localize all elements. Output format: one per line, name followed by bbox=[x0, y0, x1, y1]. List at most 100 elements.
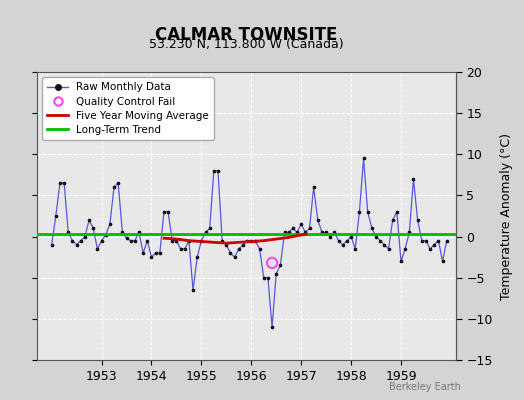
Point bbox=[93, 246, 102, 252]
Point bbox=[68, 238, 77, 244]
Point bbox=[222, 242, 231, 248]
Point bbox=[189, 287, 197, 293]
Point bbox=[160, 209, 168, 215]
Text: Berkeley Earth: Berkeley Earth bbox=[389, 382, 461, 392]
Point bbox=[443, 238, 451, 244]
Line: Raw Monthly Data: Raw Monthly Data bbox=[52, 158, 447, 327]
Raw Monthly Data bbox=[361, 156, 367, 161]
Point bbox=[72, 242, 81, 248]
Point bbox=[97, 238, 106, 244]
Five Year Moving Average bbox=[185, 238, 192, 243]
Point bbox=[351, 246, 359, 252]
Point bbox=[313, 217, 322, 223]
Point bbox=[326, 233, 334, 240]
Point bbox=[247, 238, 256, 244]
Five Year Moving Average bbox=[260, 238, 267, 243]
Point bbox=[60, 180, 68, 186]
Point bbox=[272, 270, 280, 277]
Point bbox=[264, 274, 272, 281]
Point bbox=[259, 274, 268, 281]
Point bbox=[151, 250, 160, 256]
Point bbox=[376, 238, 385, 244]
Five Year Moving Average bbox=[236, 240, 242, 245]
Point bbox=[81, 233, 89, 240]
Point bbox=[193, 254, 201, 260]
Point bbox=[51, 213, 60, 219]
Point bbox=[368, 225, 376, 232]
Point bbox=[318, 229, 326, 236]
Raw Monthly Data bbox=[161, 210, 167, 214]
Point bbox=[201, 229, 210, 236]
Five Year Moving Average bbox=[303, 232, 309, 236]
Point bbox=[392, 209, 401, 215]
Point bbox=[322, 229, 330, 236]
Point bbox=[276, 262, 285, 268]
Point bbox=[231, 254, 239, 260]
Five Year Moving Average bbox=[298, 232, 304, 237]
Point bbox=[126, 238, 135, 244]
Point bbox=[85, 217, 93, 223]
Point bbox=[64, 229, 72, 236]
Point bbox=[418, 238, 426, 244]
Point bbox=[280, 229, 289, 236]
Point bbox=[413, 217, 422, 223]
Point bbox=[184, 238, 193, 244]
Text: 53.230 N, 113.800 W (Canada): 53.230 N, 113.800 W (Canada) bbox=[149, 38, 344, 51]
Point bbox=[380, 242, 389, 248]
Point bbox=[430, 242, 439, 248]
Point bbox=[401, 246, 409, 252]
Point bbox=[310, 184, 318, 190]
Point bbox=[214, 168, 222, 174]
Point bbox=[251, 238, 259, 244]
Point bbox=[110, 184, 118, 190]
Point bbox=[339, 242, 347, 248]
Point bbox=[130, 238, 139, 244]
Raw Monthly Data bbox=[49, 242, 55, 247]
Point bbox=[372, 233, 380, 240]
Point bbox=[164, 209, 172, 215]
Five Year Moving Average bbox=[223, 241, 230, 246]
Raw Monthly Data bbox=[260, 275, 267, 280]
Point bbox=[434, 238, 443, 244]
Five Year Moving Average bbox=[198, 239, 204, 244]
Point bbox=[364, 209, 372, 215]
Point bbox=[156, 250, 164, 256]
Point bbox=[347, 233, 355, 240]
Point bbox=[118, 229, 127, 236]
Five Year Moving Average bbox=[286, 235, 292, 240]
Quality Control Fail bbox=[268, 260, 276, 266]
Point bbox=[135, 229, 143, 236]
Raw Monthly Data bbox=[444, 238, 450, 243]
Raw Monthly Data bbox=[248, 238, 255, 243]
Point bbox=[330, 229, 339, 236]
Point bbox=[177, 246, 185, 252]
Point bbox=[56, 180, 64, 186]
Point bbox=[359, 155, 368, 162]
Raw Monthly Data bbox=[269, 325, 275, 330]
Y-axis label: Temperature Anomaly (°C): Temperature Anomaly (°C) bbox=[499, 132, 512, 300]
Point bbox=[235, 246, 243, 252]
Point bbox=[305, 225, 314, 232]
Point bbox=[334, 238, 343, 244]
Point bbox=[143, 238, 151, 244]
Point bbox=[289, 225, 297, 232]
Point bbox=[268, 324, 276, 330]
Point bbox=[181, 246, 189, 252]
Point bbox=[122, 235, 130, 242]
Five Year Moving Average bbox=[248, 239, 255, 244]
Point bbox=[397, 258, 405, 264]
Point bbox=[388, 217, 397, 223]
Point bbox=[409, 176, 418, 182]
Point bbox=[205, 225, 214, 232]
Five Year Moving Average bbox=[173, 237, 180, 242]
Point bbox=[139, 250, 147, 256]
Point bbox=[102, 232, 110, 238]
Five Year Moving Average bbox=[211, 240, 217, 245]
Five Year Moving Average bbox=[161, 236, 167, 241]
Point bbox=[106, 221, 114, 228]
Point bbox=[226, 250, 235, 256]
Raw Monthly Data bbox=[419, 238, 425, 243]
Point bbox=[384, 246, 392, 252]
Point bbox=[422, 238, 430, 244]
Point bbox=[147, 254, 156, 260]
